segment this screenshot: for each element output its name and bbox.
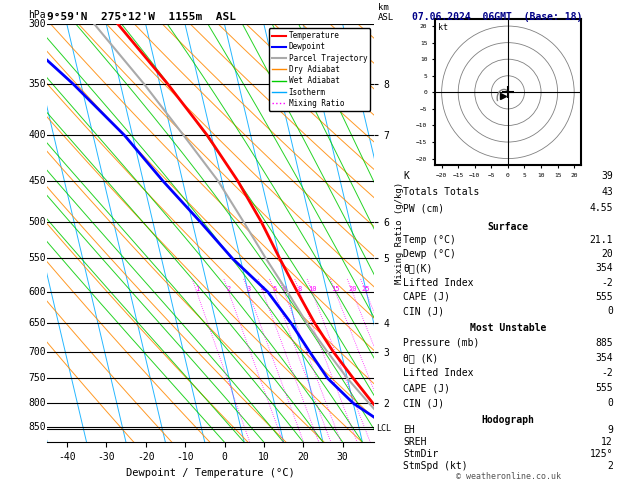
Text: 20: 20 <box>601 249 613 259</box>
Text: 0: 0 <box>607 306 613 316</box>
Text: CAPE (J): CAPE (J) <box>403 383 450 393</box>
Text: Totals Totals: Totals Totals <box>403 187 479 197</box>
Text: 750: 750 <box>28 373 46 383</box>
Text: kt: kt <box>438 23 448 32</box>
Text: LCL: LCL <box>376 424 391 434</box>
Text: 555: 555 <box>595 292 613 302</box>
Text: 4.55: 4.55 <box>589 203 613 213</box>
Text: 350: 350 <box>28 79 46 89</box>
Text: 1: 1 <box>194 286 199 292</box>
Text: © weatheronline.co.uk: © weatheronline.co.uk <box>456 472 560 481</box>
Text: 43: 43 <box>601 187 613 197</box>
Text: θᴄ(K): θᴄ(K) <box>403 263 432 273</box>
Text: Temp (°C): Temp (°C) <box>403 235 456 244</box>
Text: 6: 6 <box>282 286 286 292</box>
Text: 450: 450 <box>28 176 46 186</box>
Text: EH: EH <box>403 425 415 435</box>
Text: 5: 5 <box>272 286 277 292</box>
Text: 550: 550 <box>28 254 46 263</box>
Text: StmDir: StmDir <box>403 449 438 459</box>
Text: 125°: 125° <box>589 449 613 459</box>
Text: 21.1: 21.1 <box>589 235 613 244</box>
Text: StmSpd (kt): StmSpd (kt) <box>403 461 467 470</box>
Text: 600: 600 <box>28 287 46 297</box>
Text: 2: 2 <box>226 286 231 292</box>
Text: 2: 2 <box>607 461 613 470</box>
X-axis label: Dewpoint / Temperature (°C): Dewpoint / Temperature (°C) <box>126 468 295 478</box>
Text: 0: 0 <box>607 398 613 408</box>
Text: 650: 650 <box>28 318 46 328</box>
Text: 885: 885 <box>595 338 613 348</box>
Text: 354: 354 <box>595 353 613 363</box>
Text: Hodograph: Hodograph <box>481 415 535 425</box>
Text: 9°59'N  275°12'W  1155m  ASL: 9°59'N 275°12'W 1155m ASL <box>47 12 236 22</box>
Text: 354: 354 <box>595 263 613 273</box>
Text: CIN (J): CIN (J) <box>403 306 444 316</box>
Text: Dewp (°C): Dewp (°C) <box>403 249 456 259</box>
Text: K: K <box>403 171 409 181</box>
Text: 500: 500 <box>28 217 46 226</box>
Text: 800: 800 <box>28 398 46 408</box>
Legend: Temperature, Dewpoint, Parcel Trajectory, Dry Adiabat, Wet Adiabat, Isotherm, Mi: Temperature, Dewpoint, Parcel Trajectory… <box>269 28 370 111</box>
Text: θᴄ (K): θᴄ (K) <box>403 353 438 363</box>
Text: 25: 25 <box>362 286 370 292</box>
Text: 300: 300 <box>28 19 46 29</box>
Text: CIN (J): CIN (J) <box>403 398 444 408</box>
Text: km
ASL: km ASL <box>377 3 394 22</box>
Text: 850: 850 <box>28 422 46 432</box>
Text: 555: 555 <box>595 383 613 393</box>
Text: hPa: hPa <box>28 10 46 20</box>
Text: 3: 3 <box>247 286 250 292</box>
Text: 07.06.2024  06GMT  (Base: 18): 07.06.2024 06GMT (Base: 18) <box>412 12 582 22</box>
Text: -2: -2 <box>601 368 613 378</box>
Text: 8: 8 <box>298 286 302 292</box>
Text: PW (cm): PW (cm) <box>403 203 444 213</box>
Text: 20: 20 <box>348 286 357 292</box>
Text: 12: 12 <box>601 437 613 447</box>
Text: SREH: SREH <box>403 437 426 447</box>
Text: Most Unstable: Most Unstable <box>470 324 546 333</box>
Text: 700: 700 <box>28 347 46 357</box>
Text: 4: 4 <box>261 286 265 292</box>
Y-axis label: Mixing Ratio (g/kg): Mixing Ratio (g/kg) <box>395 182 404 284</box>
Text: 39: 39 <box>601 171 613 181</box>
Text: CAPE (J): CAPE (J) <box>403 292 450 302</box>
Text: Lifted Index: Lifted Index <box>403 368 474 378</box>
Text: -2: -2 <box>601 278 613 288</box>
Text: 9: 9 <box>607 425 613 435</box>
Text: 15: 15 <box>331 286 340 292</box>
Text: Lifted Index: Lifted Index <box>403 278 474 288</box>
Text: Pressure (mb): Pressure (mb) <box>403 338 479 348</box>
Text: 400: 400 <box>28 130 46 140</box>
Text: 10: 10 <box>308 286 316 292</box>
Text: Surface: Surface <box>487 222 528 232</box>
